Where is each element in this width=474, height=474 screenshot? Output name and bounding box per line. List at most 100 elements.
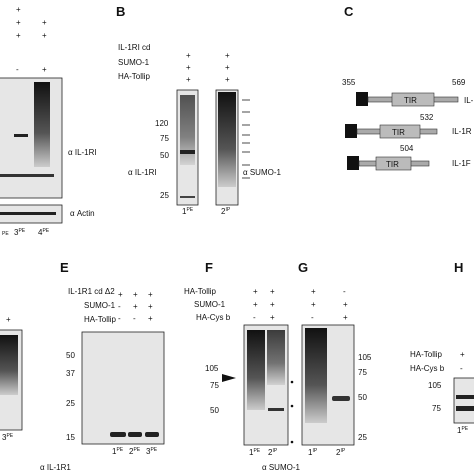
panel-letter: E	[60, 260, 69, 275]
lane: 1IP	[308, 448, 318, 457]
row-label: IL-1RI cd	[118, 43, 150, 52]
band	[34, 82, 50, 167]
label: α SUMO-1	[243, 168, 282, 177]
mw-marker: 37	[66, 369, 75, 378]
sup: PE	[461, 426, 468, 432]
dot	[290, 440, 294, 444]
sup: PE	[186, 207, 193, 213]
sign: +	[253, 287, 258, 296]
lane: 4PE	[38, 228, 50, 237]
mw-marker: 25	[66, 399, 75, 408]
panel-g: G 105 75 50 25 1IP 2IP α SUMO-1	[262, 260, 372, 472]
band	[145, 432, 159, 437]
name: IL-1R	[452, 127, 472, 136]
mw-marker: 75	[160, 134, 169, 143]
blot	[0, 77, 63, 199]
num: 2	[129, 447, 134, 456]
mw-marker: 50	[66, 351, 75, 360]
panel-letter: F	[205, 260, 213, 275]
sup: IP	[340, 448, 345, 454]
sup: PE	[133, 447, 140, 453]
arrow	[222, 374, 236, 382]
sign: -	[133, 314, 136, 323]
mw-marker: 50	[160, 151, 169, 160]
position: 504	[400, 144, 414, 153]
sign: +	[186, 63, 191, 72]
panel-a: + + + + + - + α IL-1RI α Actin PE 3PE 4P…	[0, 5, 97, 237]
domain	[379, 124, 421, 139]
num: 2	[268, 448, 273, 457]
sign: +	[225, 75, 230, 84]
mw-marker: 75	[210, 381, 219, 390]
lane: 1PE	[457, 426, 469, 435]
panel-b: B IL-1RI cd SUMO-1 HA-Tollip + + + + + +…	[116, 4, 282, 216]
row-label: SUMO-1	[118, 58, 150, 67]
dot	[290, 404, 294, 408]
sign: +	[6, 315, 11, 324]
lane: PE	[2, 231, 9, 237]
label: α IL-1RI	[128, 168, 157, 177]
sign: +	[270, 313, 275, 322]
sign: +	[16, 31, 21, 40]
band	[128, 432, 142, 437]
mw-marker: 50	[358, 393, 367, 402]
sign: +	[118, 290, 123, 299]
band	[180, 95, 195, 165]
num: 1	[249, 448, 254, 457]
num: 3	[2, 433, 7, 442]
position: 355	[342, 78, 356, 87]
lane: 2IP	[221, 207, 231, 216]
mw-marker: 50	[210, 406, 219, 415]
row-label: HA-Cys b	[410, 364, 445, 373]
domain-label: TIR	[404, 96, 417, 105]
mw-marker: 75	[358, 368, 367, 377]
lane: 3PE	[2, 433, 14, 442]
panel-f: F HA-Tollip SUMO-1 HA-Cys b + + + - + + …	[184, 260, 348, 457]
sign: +	[311, 287, 316, 296]
mw-marker: 25	[160, 191, 169, 200]
sup: PE	[42, 228, 49, 234]
row-label: SUMO-1	[84, 301, 116, 310]
band	[180, 150, 195, 154]
band	[0, 174, 54, 177]
sign: +	[148, 290, 153, 299]
panel-letter: B	[116, 4, 125, 19]
mw-marker: 25	[358, 433, 367, 442]
sign: +	[42, 65, 47, 74]
sup: IP	[272, 448, 277, 454]
arrows	[242, 99, 250, 179]
sign: -	[16, 65, 19, 74]
sign: +	[270, 287, 275, 296]
num: 1	[308, 448, 313, 457]
num: 2	[336, 448, 341, 457]
sign: +	[148, 302, 153, 311]
num: 3	[146, 447, 151, 456]
mw-marker: 15	[66, 433, 75, 442]
sign: -	[311, 313, 314, 322]
domain	[347, 156, 359, 170]
sign: -	[118, 314, 121, 323]
mw-marker: 75	[432, 404, 441, 413]
row-label: HA-Tollip	[410, 350, 443, 359]
band	[456, 395, 474, 399]
panel-h: H HA-Tollip HA-Cys b + - 105 75 1PE	[410, 260, 474, 435]
lane: 2IP	[268, 448, 278, 457]
panel-letter: H	[454, 260, 463, 275]
lane: 2IP	[336, 448, 346, 457]
position: 569	[452, 78, 466, 87]
row-label: HA-Cys b	[196, 313, 231, 322]
band	[267, 330, 285, 385]
mw-marker: 120	[155, 119, 169, 128]
sign: +	[42, 18, 47, 27]
sign: -	[253, 313, 256, 322]
domain-label: TIR	[386, 160, 399, 169]
sign: +	[460, 350, 465, 359]
sup: PE	[2, 231, 9, 237]
row-label: HA-Tollip	[84, 315, 117, 324]
lane: 1PE	[112, 447, 124, 456]
sign: +	[225, 63, 230, 72]
sign: -	[460, 364, 463, 373]
blot	[453, 377, 474, 424]
row-label: HA-Tollip	[184, 287, 217, 296]
